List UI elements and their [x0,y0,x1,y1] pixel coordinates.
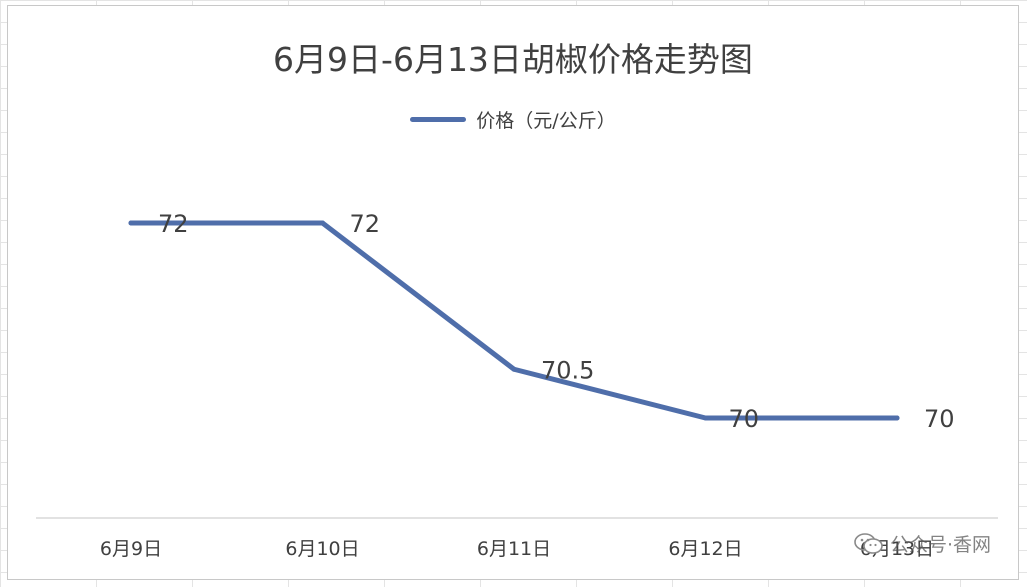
data-point [511,366,517,372]
chart-area[interactable]: 6月9日-6月13日胡椒价格走势图 价格（元/公斤） 6月9日 6月10日 6月11… [7,5,1019,580]
data-label: 72 [350,210,381,238]
data-label: 70 [729,405,760,433]
x-tick-label: 6月9日 [100,538,162,560]
data-point [320,220,325,226]
x-tick-label: 6月11日 [477,538,551,560]
watermark-text: 公众号·香网 [889,534,991,556]
legend-label: 价格（元/公斤） [476,110,616,132]
watermark: 公众号·香网 [854,530,991,557]
data-label: 70 [924,405,955,433]
wechat-icon [854,532,884,556]
data-point [703,415,708,421]
chart-title: 6月9日-6月13日胡椒价格走势图 [273,40,753,79]
data-label: 72 [158,210,189,238]
data-label: 70.5 [541,356,594,384]
legend-line-swatch [410,117,467,122]
data-point [894,415,900,421]
legend: 价格（元/公斤） [8,106,1018,133]
data-point [128,220,134,226]
series-line [128,220,900,421]
x-tick-label: 6月12日 [668,538,742,560]
x-tick-label: 6月10日 [285,538,359,560]
